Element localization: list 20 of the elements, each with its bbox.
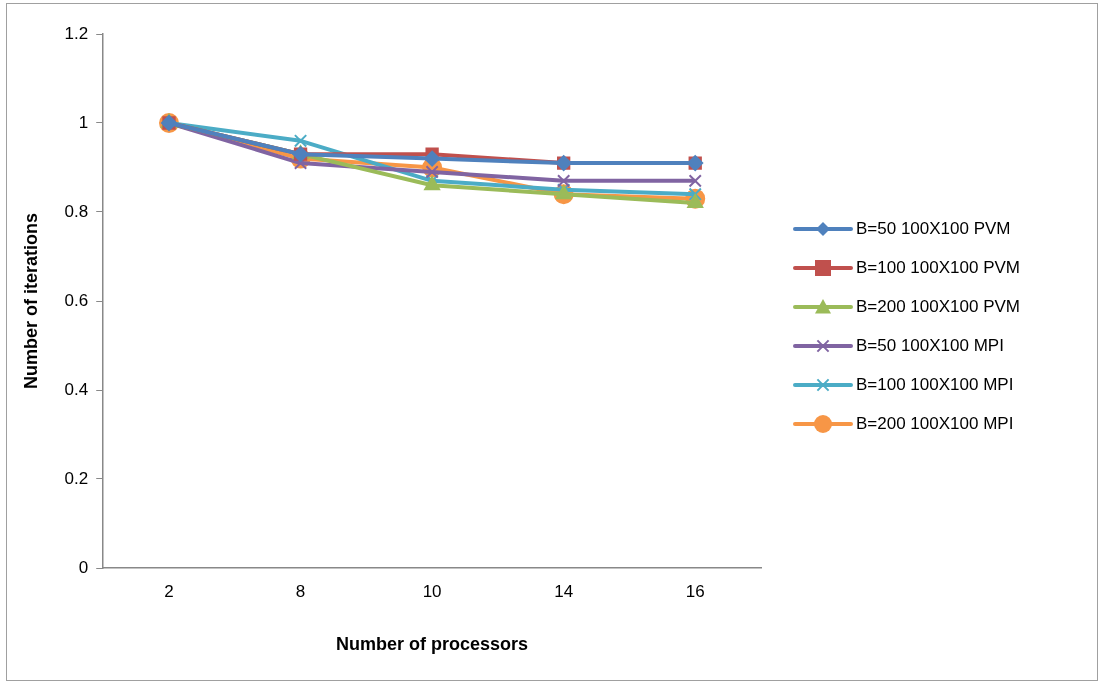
y-tick-label: 0.2 — [64, 468, 89, 488]
x-axis-title: Number of processors — [336, 634, 529, 655]
legend-label: B=200 100X100 MPI — [856, 413, 1014, 434]
x-tick-label: 2 — [164, 581, 174, 601]
x-tick-label: 10 — [422, 581, 442, 601]
legend-label: B=50 100X100 MPI — [856, 335, 1004, 356]
y-tick-label: 0 — [78, 557, 89, 577]
legend-label: B=100 100X100 MPI — [856, 374, 1014, 395]
y-tick-label: 0.8 — [64, 201, 89, 221]
x-tick-label: 8 — [295, 581, 306, 601]
y-tick-label: 1.2 — [64, 23, 89, 43]
y-tick-label: 0.4 — [64, 379, 89, 399]
x-tick-label: 16 — [685, 581, 705, 601]
y-tick-label: 1 — [78, 112, 89, 132]
x-tick-label: 14 — [554, 581, 574, 601]
legend-label: B=50 100X100 PVM — [856, 218, 1011, 239]
y-tick-label: 0.6 — [64, 290, 89, 310]
legend-label: B=200 100X100 PVM — [856, 296, 1020, 317]
y-axis-title: Number of iterations — [20, 212, 41, 390]
legend-label: B=100 100X100 PVM — [856, 257, 1020, 278]
